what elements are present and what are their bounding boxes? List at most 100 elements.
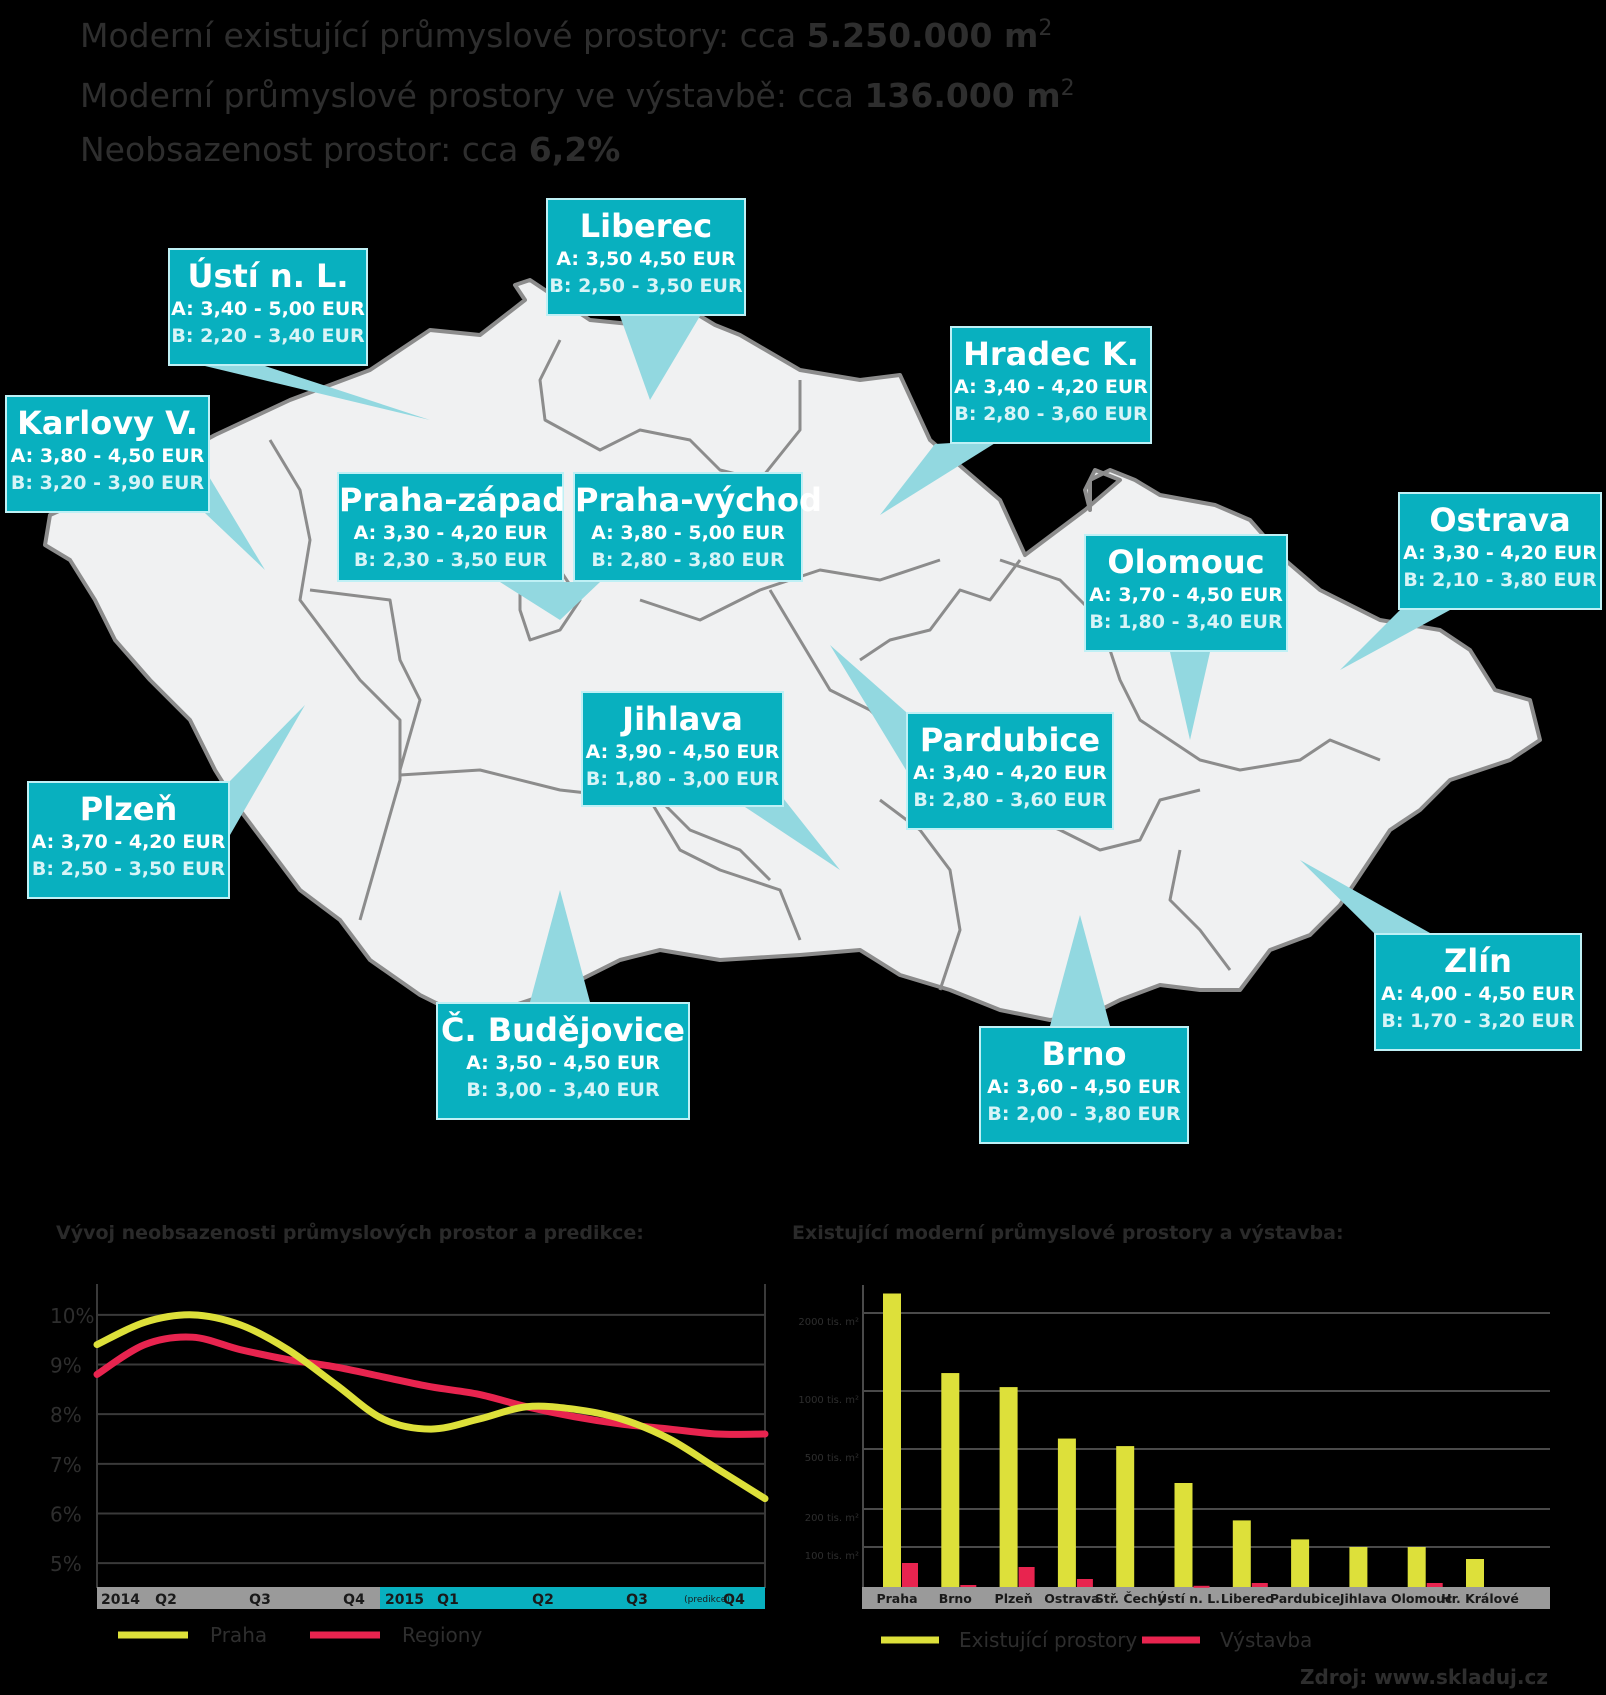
class-a-rent: A: 3,30 - 4,20 EUR [353, 522, 548, 544]
x-tick-label: 2014 [101, 1592, 140, 1608]
map [43, 278, 1542, 1026]
region-name: Hradec K. [963, 335, 1139, 373]
prediction-note: (predikce) [684, 1595, 730, 1605]
bar-existing [1057, 1438, 1076, 1587]
x-band-2015 [380, 1587, 765, 1609]
class-b-rent: B: 2,20 - 3,40 EUR [171, 325, 365, 347]
class-a-rent: A: 3,50 - 4,50 EUR [466, 1052, 660, 1074]
class-b-rent: B: 3,00 - 3,40 EUR [466, 1079, 660, 1101]
region-name: Olomouc [1107, 543, 1265, 581]
class-b-rent: B: 1,80 - 3,40 EUR [1089, 611, 1283, 633]
x-tick-label: Q4 [723, 1592, 745, 1608]
region-callout: Zlín A: 4,00 - 4,50 EUR B: 1,70 - 3,20 EUR [1374, 933, 1582, 1051]
y-tick-label: 7% [50, 1453, 82, 1477]
bar-existing [1466, 1559, 1484, 1587]
bar-existing [1232, 1520, 1251, 1587]
region-callout: Jihlava A: 3,90 - 4,50 EUR B: 1,80 - 3,00 … [581, 691, 784, 807]
class-b-rent: B: 2,00 - 3,80 EUR [987, 1103, 1181, 1125]
bar-construction [1193, 1585, 1210, 1588]
y-tick-label: 8% [50, 1403, 82, 1427]
category-label: Plzeň [995, 1591, 1033, 1606]
callout-pointer [1300, 860, 1430, 933]
bar-construction [1251, 1583, 1268, 1587]
region-callout: Plzeň A: 3,70 - 4,20 EUR B: 2,50 - 3,50 EU… [27, 781, 230, 899]
y-tick-label: 5% [50, 1552, 82, 1576]
bar-construction [960, 1585, 977, 1587]
category-label: Praha [876, 1591, 917, 1606]
region-name: Jihlava [622, 700, 743, 738]
class-a-rent: A: 3,60 - 4,50 EUR [987, 1076, 1181, 1098]
callout-pointer [880, 440, 1000, 515]
category-label: Liberec [1221, 1591, 1273, 1606]
bar-existing [1349, 1547, 1368, 1587]
y-tick-label: 100 tis. m² [805, 1551, 859, 1562]
x-tick-label: Q2 [532, 1592, 554, 1608]
class-a-rent: A: 3,70 - 4,20 EUR [31, 831, 226, 853]
x-tick-label: Q3 [249, 1592, 271, 1608]
class-a-rent: A: 3,80 - 4,50 EUR [10, 445, 205, 467]
bar-existing [1291, 1539, 1310, 1587]
y-tick-label: 200 tis. m² [805, 1513, 859, 1524]
callout-pointer [530, 890, 590, 1002]
category-label: Olomouc [1391, 1591, 1452, 1606]
region-name: Ostrava [1429, 501, 1571, 539]
callout-pointer [500, 582, 560, 620]
region-name: Plzeň [79, 790, 178, 828]
callout-pointer [230, 705, 305, 835]
y-tick-label: 6% [50, 1503, 82, 1527]
class-a-rent: A: 3,70 - 4,50 EUR [1089, 584, 1283, 606]
bar-construction [902, 1563, 918, 1587]
bar-construction [1018, 1567, 1035, 1587]
region-callout: Praha-východ A: 3,80 - 5,00 EUR B: 2,80 - … [573, 472, 822, 582]
category-label: Hr. Králové [1441, 1591, 1519, 1606]
region-name: Pardubice [919, 721, 1101, 759]
region-name: Karlovy V. [17, 404, 198, 442]
class-b-rent: B: 2,30 - 3,50 EUR [353, 549, 548, 571]
class-a-rent: A: 4,00 - 4,50 EUR [1381, 983, 1575, 1005]
callout-pointer [1340, 610, 1450, 670]
vacancy-line-chart: 10%9%8%7%6%5%2014 Q2 Q3 Q4 2015 Q1 Q2 Q3 Q4(pred… [50, 1284, 769, 1647]
series-line-praha [93, 1311, 769, 1503]
space-bar-chart: 2000 tis. m² 1000 tis. m² 500 tis. m² 200 t… [798, 1285, 1550, 1652]
region-callout: Č. Budějovice A: 3,50 - 4,50 EUR B: 3,00 -… [436, 1002, 690, 1120]
series-line-regiony [93, 1333, 769, 1438]
category-label: Ostrava [1044, 1591, 1099, 1606]
legend-label: Existující prostory [959, 1628, 1137, 1652]
class-a-rent: A: 3,40 - 5,00 EUR [171, 298, 365, 320]
legend-label: Regiony [402, 1623, 482, 1647]
bar-existing [883, 1293, 901, 1587]
legend-label: Praha [210, 1623, 267, 1647]
class-a-rent: A: 3,50 4,50 EUR [556, 248, 736, 270]
bar-existing [1407, 1547, 1426, 1587]
x-tick-label: Q3 [626, 1592, 648, 1608]
bar-existing [1174, 1483, 1193, 1587]
czech-map-outline [43, 278, 1542, 1022]
category-label: Stř. Čechy [1095, 1591, 1166, 1606]
callout-pointer [205, 366, 430, 420]
bar-existing [941, 1373, 960, 1587]
class-b-rent: B: 2,80 - 3,80 EUR [591, 549, 785, 571]
class-b-rent: B: 2,50 - 3,50 EUR [31, 858, 226, 880]
class-a-rent: A: 3,40 - 4,20 EUR [954, 376, 1148, 398]
region-callout: Hradec K. A: 3,40 - 4,20 EUR B: 2,80 - 3,6… [950, 326, 1152, 444]
region-callout: Karlovy V. A: 3,80 - 4,50 EUR B: 3,20 - 3,… [5, 395, 210, 513]
callout-pointer [830, 645, 906, 770]
y-tick-label: 9% [50, 1354, 82, 1378]
region-callout: Pardubice A: 3,40 - 4,20 EUR B: 2,80 - 3,6… [906, 712, 1114, 830]
source-credit: Zdroj: www.skladuj.cz [1299, 1665, 1548, 1689]
y-tick-label: 1000 tis. m² [798, 1395, 859, 1406]
class-a-rent: A: 3,40 - 4,20 EUR [913, 762, 1107, 784]
y-tick-label: 500 tis. m² [805, 1453, 859, 1464]
x-band-2014 [97, 1587, 380, 1609]
region-name: Ústí n. L. [187, 257, 349, 295]
region-callout: Brno A: 3,60 - 4,50 EUR B: 2,00 - 3,80 EUR [979, 1026, 1189, 1144]
region-name: Praha-západ [339, 481, 566, 519]
category-label: Brno [939, 1591, 973, 1606]
callout-pointer [555, 582, 600, 620]
bar-construction [1076, 1579, 1093, 1587]
legend-label: Výstavba [1220, 1628, 1312, 1652]
class-b-rent: B: 2,80 - 3,60 EUR [913, 789, 1107, 811]
callout-pointers [205, 316, 1450, 1026]
line-chart-title: Vývoj neobsazenosti průmyslových prostor… [56, 1222, 644, 1244]
region-name: Zlín [1444, 942, 1512, 980]
